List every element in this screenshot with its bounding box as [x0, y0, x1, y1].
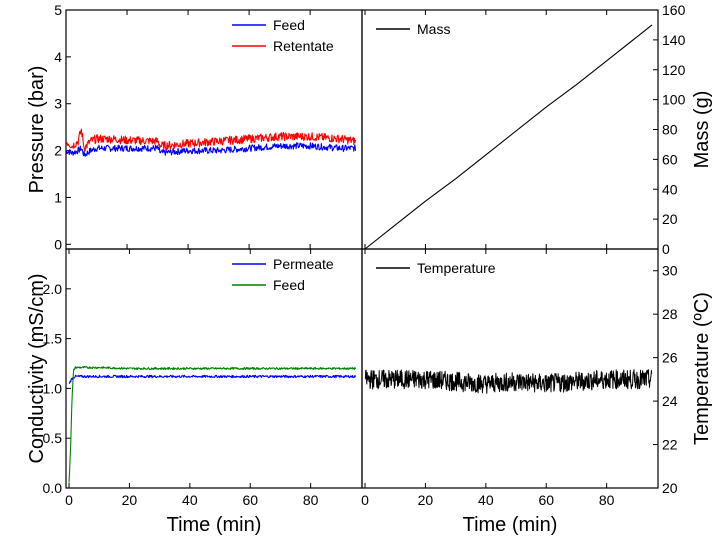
series-line-feed	[68, 366, 357, 483]
y-tick-label: 60	[662, 151, 678, 167]
y-axis-label: Mass (g)	[691, 91, 713, 169]
y-tick-label: 0.0	[43, 480, 63, 496]
series-line-temperature	[364, 369, 653, 394]
x-tick-label: 20	[418, 492, 434, 508]
y-tick-label: 40	[662, 181, 678, 197]
legend-label-retentate: Retentate	[273, 38, 334, 54]
x-tick-label: 60	[538, 492, 554, 508]
x-tick-label: 0	[65, 492, 73, 508]
x-tick-label: 0	[361, 492, 369, 508]
y-tick-label: 24	[662, 393, 678, 409]
plot-frame-top-right	[361, 9, 659, 250]
y-tick-label: 5	[54, 2, 62, 18]
plot-frame-bottom-right	[361, 248, 659, 489]
legend-label-temperature: Temperature	[417, 260, 496, 276]
y-tick-label: 0	[54, 236, 62, 252]
series-line-permeate	[68, 374, 357, 384]
legend-label-mass: Mass	[417, 21, 450, 37]
series-line-feed	[65, 142, 357, 157]
x-tick-label: 80	[599, 492, 615, 508]
y-tick-label: 20	[662, 211, 678, 227]
x-tick-label: 80	[303, 492, 319, 508]
y-axis-label: Pressure (bar)	[26, 66, 48, 194]
y-tick-label: 1	[54, 189, 62, 205]
y-tick-label: 140	[662, 32, 686, 48]
x-tick-label: 20	[122, 492, 138, 508]
series-line-mass	[364, 24, 653, 250]
legend-label-feed: Feed	[273, 17, 305, 33]
y-tick-label: 28	[662, 306, 678, 322]
y-tick-label: 2	[54, 143, 62, 159]
x-axis-label: Time (min)	[463, 514, 558, 536]
y-tick-label: 80	[662, 122, 678, 138]
y-tick-label: 3	[54, 96, 62, 112]
y-tick-label: 1.0	[43, 380, 63, 396]
x-tick-label: 60	[242, 492, 258, 508]
x-tick-label: 40	[182, 492, 198, 508]
legend-label-feed: Feed	[273, 277, 305, 293]
y-tick-label: 120	[662, 62, 686, 78]
y-axis-label: Temperature (ºC)	[691, 292, 713, 445]
y-tick-label: 100	[662, 92, 686, 108]
y-tick-label: 1.5	[43, 331, 63, 347]
y-axis-label: Conductivity (mS/cm)	[26, 273, 48, 463]
y-tick-label: 22	[662, 437, 678, 453]
y-tick-label: 2.0	[43, 281, 63, 297]
series-line-retentate	[65, 128, 357, 153]
y-tick-label: 4	[54, 49, 62, 65]
y-tick-label: 20	[662, 480, 678, 496]
y-tick-label: 0	[662, 241, 670, 257]
x-tick-label: 40	[478, 492, 494, 508]
y-tick-label: 160	[662, 2, 686, 18]
y-tick-label: 30	[662, 263, 678, 279]
y-tick-label: 0.5	[43, 430, 63, 446]
y-tick-label: 26	[662, 350, 678, 366]
x-axis-label: Time (min)	[167, 514, 262, 536]
legend-label-permeate: Permeate	[273, 256, 334, 272]
